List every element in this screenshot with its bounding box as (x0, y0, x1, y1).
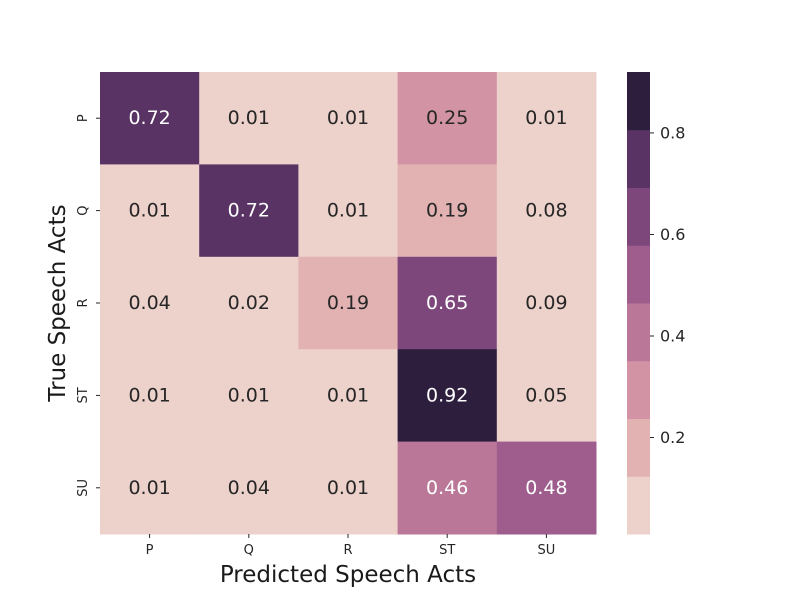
heatmap-cell (298, 164, 399, 258)
heatmap-cell (298, 441, 399, 535)
colorbar-segment (627, 187, 650, 246)
cell-value-label: 0.46 (426, 477, 468, 499)
colorbar-segment (627, 245, 650, 304)
y-tick-label: P (76, 114, 91, 122)
heatmap-cell (199, 72, 299, 165)
heatmap-cell (199, 441, 299, 535)
cell-value-label: 0.72 (228, 200, 270, 222)
x-axis-label: Predicted Speech Acts (220, 562, 476, 588)
heatmap-cell (199, 164, 299, 258)
heatmap-cell (496, 72, 597, 165)
colorbar-segment (627, 476, 650, 535)
heatmap-cell (397, 349, 498, 443)
cell-value-label: 0.01 (128, 477, 170, 499)
heatmap-cell (100, 256, 200, 350)
y-tick-labels: P Q R ST SU (76, 114, 100, 497)
heatmap-cell (199, 349, 299, 443)
heatmap-cell (496, 441, 597, 535)
heatmap-cell (100, 72, 200, 165)
colorbar-segment (627, 303, 650, 362)
cell-value-label: 0.19 (426, 200, 468, 222)
y-tick-label: ST (76, 387, 91, 403)
y-tick-label: R (76, 298, 91, 307)
y-tick-label: SU (76, 479, 91, 497)
heatmap-cell (397, 72, 498, 165)
cell-value-label: 0.05 (525, 384, 567, 406)
cell-value-label: 0.01 (228, 107, 270, 129)
cell-value-label: 0.01 (327, 477, 369, 499)
x-tick-label: R (343, 543, 352, 558)
colorbar-tick-label: 0.6 (660, 225, 685, 244)
colorbar-tick-label: 0.8 (660, 123, 685, 142)
cell-value-label: 0.01 (128, 200, 170, 222)
cell-value-label: 0.01 (327, 384, 369, 406)
heatmap-cell (298, 256, 399, 350)
heatmap-cell (298, 349, 399, 443)
heatmap-cell (100, 349, 200, 443)
cell-value-label: 0.01 (525, 107, 567, 129)
x-tick-label: SU (538, 543, 556, 558)
heatmap-cell (397, 441, 498, 535)
cell-value-label: 0.65 (426, 292, 468, 314)
heatmap-cell (496, 164, 597, 258)
heatmap-cell (397, 256, 498, 350)
cell-value-label: 0.04 (228, 477, 270, 499)
cell-value-label: 0.09 (525, 292, 567, 314)
cell-value-label: 0.02 (228, 292, 270, 314)
x-tick-label: ST (439, 543, 455, 558)
cell-value-label: 0.01 (327, 107, 369, 129)
cell-value-label: 0.25 (426, 107, 468, 129)
y-tick-label: Q (76, 205, 91, 215)
cell-value-label: 0.92 (426, 384, 468, 406)
cell-value-label: 0.08 (525, 200, 567, 222)
x-tick-label: P (146, 543, 154, 558)
heatmap-cell (100, 441, 200, 535)
colorbar-tick-label: 0.2 (660, 428, 685, 447)
colorbar-tick-label: 0.4 (660, 327, 685, 346)
heatmap-cell (496, 256, 597, 350)
cell-value-label: 0.01 (327, 200, 369, 222)
heatmap-cell (298, 72, 399, 165)
heatmap-cell (496, 349, 597, 443)
colorbar-segment (627, 129, 650, 188)
heatmap-cells: 0.72 0.01 0.01 0.25 0.01 0.01 0.72 0.01 0.19 0.08… (100, 72, 597, 535)
heatmap-cell (199, 256, 299, 350)
colorbar-segment (627, 360, 650, 419)
y-axis-label: True Speech Acts (45, 204, 71, 402)
cell-value-label: 0.01 (228, 384, 270, 406)
x-tick-labels: P Q R ST SU (146, 534, 556, 558)
x-tick-label: Q (244, 543, 254, 558)
heatmap-cell (397, 164, 498, 258)
heatmap-cell (100, 164, 200, 258)
colorbar-segment (627, 72, 650, 131)
cell-value-label: 0.04 (128, 292, 170, 314)
colorbar (627, 72, 650, 535)
colorbar-segment (627, 418, 650, 477)
cell-value-label: 0.19 (327, 292, 369, 314)
colorbar-tick-labels: 0.2 0.4 0.6 0.8 (650, 123, 685, 447)
cell-value-label: 0.01 (128, 384, 170, 406)
cell-value-label: 0.48 (525, 477, 567, 499)
cell-value-label: 0.72 (128, 107, 170, 129)
